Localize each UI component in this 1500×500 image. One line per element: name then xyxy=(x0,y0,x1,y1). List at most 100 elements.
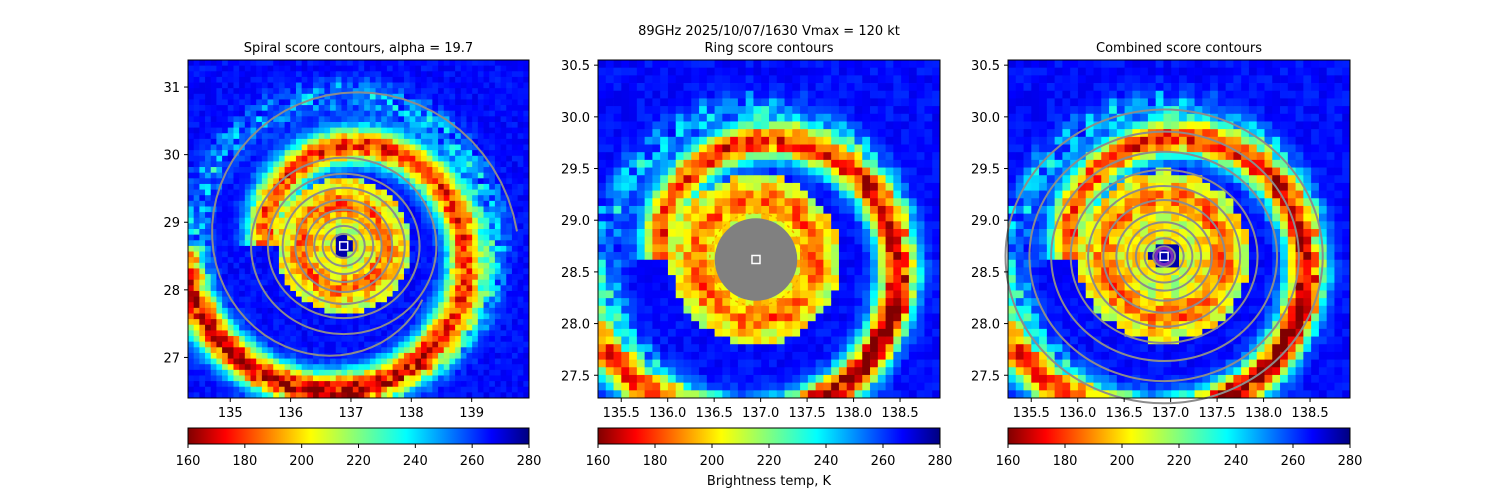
colorbar-tick-label: 200 xyxy=(700,454,725,469)
y-tick-label: 28.5 xyxy=(971,266,1000,281)
figure-suptitle: 89GHz 2025/10/07/1630 Vmax = 120 kt xyxy=(638,24,900,39)
colorbar-tick-label: 260 xyxy=(871,454,896,469)
x-tick-label: 138.0 xyxy=(1245,406,1282,421)
y-tick-label: 28.0 xyxy=(561,318,590,333)
combined-contour xyxy=(1126,221,1203,292)
spiral-contour xyxy=(304,208,383,284)
spiral-contour xyxy=(330,232,358,259)
colorbar-label: Brightness temp, K xyxy=(707,474,832,489)
colorbar-tick-label: 280 xyxy=(517,454,542,469)
y-tick-label: 28 xyxy=(163,284,180,299)
y-tick-label: 27.5 xyxy=(971,369,1000,384)
score-contours xyxy=(708,212,804,307)
score-contours xyxy=(211,91,518,357)
colorbar-tick-label: 240 xyxy=(1224,454,1249,469)
panel-title: Combined score contours xyxy=(1096,41,1262,56)
x-tick-label: 135 xyxy=(218,406,243,421)
x-tick-label: 136.0 xyxy=(1059,406,1096,421)
y-tick-label: 30 xyxy=(163,149,180,164)
colorbar xyxy=(1007,427,1351,445)
y-tick-label: 28.0 xyxy=(971,318,1000,333)
y-tick-label: 29 xyxy=(163,216,180,231)
combined-contour xyxy=(1069,168,1259,344)
colorbar-tick-label: 180 xyxy=(1053,454,1078,469)
x-tick-label: 136.0 xyxy=(649,406,686,421)
x-tick-label: 138.5 xyxy=(881,406,918,421)
center-marker xyxy=(338,241,349,251)
y-tick-label: 30.5 xyxy=(971,59,1000,74)
spiral-contour xyxy=(294,198,394,294)
combined-contour xyxy=(1087,184,1242,328)
brightness-field xyxy=(188,60,530,399)
spiral-arm-contour xyxy=(211,91,518,357)
axes-frame xyxy=(597,59,941,399)
y-tick-label: 29.5 xyxy=(561,163,590,178)
combined-inner-contour xyxy=(1154,246,1174,266)
colorbar-tick-label: 260 xyxy=(1281,454,1306,469)
y-tick-label: 27 xyxy=(163,351,180,366)
axes-frame xyxy=(187,59,530,399)
colorbar-tick-label: 240 xyxy=(814,454,839,469)
center-marker xyxy=(1159,251,1169,262)
colorbar-tick-label: 160 xyxy=(176,454,201,469)
y-tick-label: 31 xyxy=(163,81,180,96)
colorbar xyxy=(597,427,941,445)
spiral-contour xyxy=(266,172,421,320)
x-tick-label: 137.0 xyxy=(742,406,779,421)
x-tick-label: 136.5 xyxy=(696,406,733,421)
combined-contour xyxy=(1050,150,1279,363)
y-tick-label: 28.5 xyxy=(561,266,590,281)
colorbar-tick-label: 240 xyxy=(403,454,428,469)
colorbar-tick-label: 200 xyxy=(1110,454,1135,469)
combined-contour xyxy=(1152,245,1176,268)
x-tick-label: 139 xyxy=(459,406,484,421)
axes-frame xyxy=(1007,59,1351,399)
x-tick-label: 136 xyxy=(278,406,303,421)
y-tick-label: 30.0 xyxy=(561,111,590,126)
center-marker xyxy=(751,254,761,265)
colorbar-tick-label: 180 xyxy=(643,454,668,469)
spiral-contour xyxy=(250,156,438,336)
x-tick-label: 137.0 xyxy=(1152,406,1189,421)
colorbar-tick-label: 260 xyxy=(460,454,485,469)
x-tick-label: 135.5 xyxy=(603,406,640,421)
panel-3: Combined score contours 135.5 136.0 136.5 13… xyxy=(971,41,1362,469)
ring-contour-cluster xyxy=(708,212,804,307)
panel-1: Spiral score contours, alpha = 19.7 135 13… xyxy=(163,41,541,469)
panel-2: Ring score contours 135.5 136.0 136.5 137.0 1… xyxy=(561,41,952,469)
y-tick-label: 29.5 xyxy=(971,163,1000,178)
x-tick-label: 138 xyxy=(399,406,424,421)
combined-contour xyxy=(1115,211,1213,302)
colorbar-tick-label: 280 xyxy=(1338,454,1363,469)
combined-contour xyxy=(1004,108,1324,405)
combined-contour xyxy=(1134,229,1194,284)
x-tick-label: 137.5 xyxy=(788,406,825,421)
colorbar-tick-label: 160 xyxy=(586,454,611,469)
x-tick-label: 136.5 xyxy=(1106,406,1143,421)
combined-contour xyxy=(1028,130,1300,383)
colorbar-tick-label: 200 xyxy=(289,454,314,469)
x-tick-label: 135.5 xyxy=(1013,406,1050,421)
colorbar-tick-label: 280 xyxy=(928,454,953,469)
score-contours xyxy=(1004,108,1324,405)
y-tick-label: 29.0 xyxy=(971,214,1000,229)
y-tick-label: 29.0 xyxy=(561,214,590,229)
panel-title: Spiral score contours, alpha = 19.7 xyxy=(244,41,473,56)
x-tick-label: 137 xyxy=(339,406,364,421)
panel-title: Ring score contours xyxy=(704,41,833,56)
colorbar xyxy=(187,427,530,445)
y-tick-label: 27.5 xyxy=(561,369,590,384)
spiral-contour xyxy=(321,224,366,267)
y-tick-label: 30.5 xyxy=(561,59,590,74)
spiral-contour xyxy=(281,186,406,306)
spiral-contour xyxy=(313,216,375,275)
colorbar-tick-label: 180 xyxy=(232,454,257,469)
combined-contour xyxy=(1102,199,1226,314)
x-tick-label: 137.5 xyxy=(1198,406,1235,421)
colorbar-tick-label: 160 xyxy=(996,454,1021,469)
colorbar-tick-label: 220 xyxy=(757,454,782,469)
colorbar-tick-label: 220 xyxy=(346,454,371,469)
colorbar-tick-label: 220 xyxy=(1167,454,1192,469)
y-tick-label: 30.0 xyxy=(971,111,1000,126)
